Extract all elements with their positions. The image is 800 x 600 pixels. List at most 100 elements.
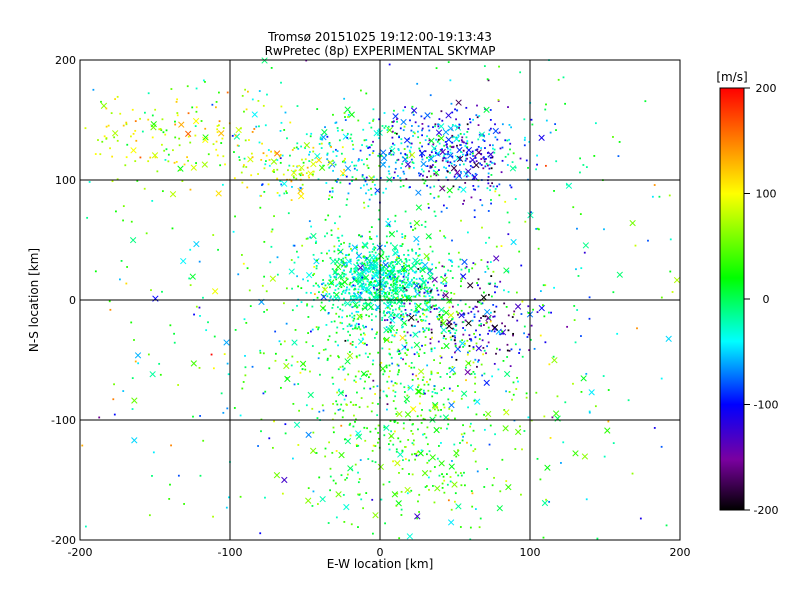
data-point: [448, 367, 451, 370]
data-point: [576, 309, 579, 311]
data-point: [372, 243, 375, 245]
data-point: [440, 389, 443, 391]
data-point: [475, 329, 477, 332]
data-point: [523, 139, 526, 141]
data-point: [248, 139, 250, 141]
data-point-x: [424, 112, 431, 119]
data-point: [483, 372, 486, 375]
data-point: [487, 172, 490, 175]
data-point: [441, 298, 443, 300]
data-point: [271, 228, 274, 231]
data-point: [337, 344, 339, 347]
data-point: [391, 334, 394, 337]
data-point: [412, 439, 415, 442]
data-point: [612, 442, 615, 445]
data-point: [460, 474, 463, 477]
data-point: [407, 277, 410, 280]
data-point: [435, 160, 438, 162]
data-point-x: [445, 112, 452, 119]
data-point: [333, 250, 336, 253]
data-point: [381, 249, 384, 252]
data-point: [392, 389, 395, 392]
data-point: [396, 329, 398, 331]
data-point-x: [374, 187, 381, 194]
data-point: [411, 373, 414, 376]
data-point-x: [453, 450, 460, 457]
data-point: [336, 236, 339, 239]
data-point: [360, 498, 363, 501]
data-point: [212, 367, 215, 370]
data-point: [363, 269, 366, 271]
data-point: [488, 133, 490, 136]
data-point: [372, 259, 375, 262]
data-point: [470, 444, 472, 447]
data-point: [372, 140, 374, 143]
data-point: [480, 147, 483, 149]
data-point: [357, 288, 360, 291]
data-point: [250, 152, 253, 155]
data-point: [204, 127, 207, 130]
data-point: [345, 204, 348, 206]
data-point: [467, 128, 470, 130]
data-point: [405, 312, 407, 315]
data-point: [355, 164, 358, 167]
data-point: [344, 265, 347, 268]
data-point: [154, 156, 157, 159]
data-point: [358, 478, 361, 480]
data-point: [264, 496, 266, 499]
data-point: [493, 151, 496, 154]
data-point: [346, 477, 348, 479]
data-point: [394, 161, 397, 164]
data-point: [507, 329, 510, 332]
data-point: [359, 377, 362, 380]
data-point: [309, 370, 311, 373]
data-point: [116, 95, 119, 98]
data-point: [435, 266, 437, 269]
data-point: [461, 140, 464, 143]
data-point: [279, 129, 282, 132]
data-point: [440, 210, 443, 213]
data-point: [471, 319, 474, 322]
data-point: [354, 287, 356, 290]
data-point-x: [417, 450, 424, 457]
data-point-x: [361, 304, 369, 311]
data-point-x: [233, 133, 241, 140]
data-point: [312, 150, 315, 153]
data-point: [319, 137, 322, 140]
data-point: [536, 311, 539, 314]
data-point: [390, 284, 392, 286]
data-point: [340, 293, 343, 295]
data-point: [318, 143, 321, 145]
data-point: [326, 252, 328, 255]
data-point: [475, 306, 478, 309]
data-point: [380, 498, 383, 501]
data-point: [268, 367, 271, 370]
data-point: [173, 341, 176, 344]
data-point: [435, 174, 438, 177]
data-point-x: [310, 232, 317, 240]
data-point-x: [273, 472, 281, 479]
data-point-x: [319, 496, 326, 503]
data-point: [364, 272, 367, 275]
data-point: [526, 336, 529, 338]
data-point: [405, 276, 408, 279]
data-point: [422, 277, 424, 280]
data-point: [287, 169, 289, 172]
data-point: [457, 313, 459, 316]
data-point: [195, 162, 197, 164]
data-point: [426, 299, 428, 302]
data-point: [388, 291, 391, 294]
data-point: [468, 306, 471, 309]
data-point: [122, 219, 124, 222]
data-point: [372, 286, 375, 289]
data-point: [383, 337, 385, 340]
data-point: [422, 319, 425, 322]
data-point: [418, 294, 421, 297]
data-point: [496, 347, 498, 350]
data-point: [433, 388, 436, 391]
data-point: [349, 260, 352, 263]
data-point: [299, 174, 302, 177]
data-point: [317, 328, 319, 331]
data-point: [192, 415, 194, 418]
data-point-x: [469, 156, 476, 164]
